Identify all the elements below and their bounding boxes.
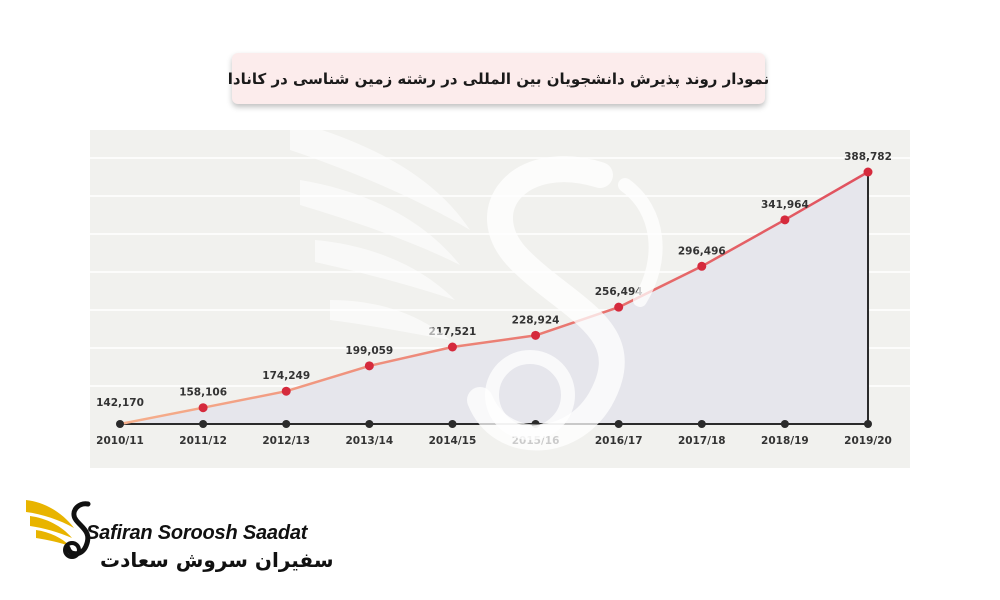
data-point — [863, 167, 873, 177]
data-label: 142,170 — [96, 397, 144, 409]
x-tick-label: 2014/15 — [429, 435, 477, 447]
x-tick-label: 2017/18 — [678, 435, 726, 447]
data-label: 388,782 — [844, 151, 892, 163]
x-tick-marker — [531, 420, 540, 428]
x-tick-marker — [365, 420, 374, 428]
x-tick-marker — [780, 420, 789, 428]
x-tick-label: 2013/14 — [345, 435, 393, 447]
x-tick-label: 2011/12 — [179, 435, 227, 447]
data-label: 341,964 — [761, 199, 809, 211]
x-tick-marker — [282, 420, 291, 428]
x-tick-label: 2015/16 — [512, 435, 560, 447]
chart-panel: 2010/11 2011/12 2012/13 2013/14 2014/15 2015/… — [90, 130, 910, 468]
data-label: 217,521 — [429, 326, 477, 338]
chart-title-box: نمودار روند پذیرش دانشجویان بین المللی د… — [228, 53, 769, 104]
x-tick-label: 2012/13 — [262, 435, 310, 447]
data-label: 158,106 — [179, 387, 227, 399]
x-tick-marker — [864, 420, 872, 428]
data-label: 228,924 — [512, 314, 560, 326]
data-point — [697, 261, 707, 271]
data-point — [614, 302, 624, 312]
area-chart: 2010/11 2011/12 2012/13 2013/14 2014/15 2015/… — [90, 130, 910, 468]
data-label: 199,059 — [345, 345, 393, 357]
data-point — [281, 386, 291, 396]
data-point — [364, 361, 374, 371]
x-tick-marker — [116, 420, 124, 428]
data-point — [447, 342, 457, 352]
x-tick-marker — [697, 420, 706, 428]
chart-title: نمودار روند پذیرش دانشجویان بین المللی د… — [227, 69, 770, 88]
data-label: 174,249 — [262, 370, 310, 382]
x-tick-label: 2010/11 — [96, 435, 144, 447]
area-fill — [120, 172, 868, 424]
swan-wings-icon — [26, 500, 91, 559]
x-tick-marker — [448, 420, 457, 428]
x-tick-label: 2019/20 — [844, 435, 892, 447]
company-logo — [26, 500, 91, 559]
brand-name-en: Safiran Soroosh Saadat — [86, 522, 308, 544]
x-tick-label: 2018/19 — [761, 435, 809, 447]
data-label: 256,494 — [595, 286, 643, 298]
brand-name-fa: سفیران سروش سعادت — [100, 548, 334, 572]
x-tick-label: 2016/17 — [595, 435, 643, 447]
data-point — [198, 403, 208, 413]
x-tick-marker — [199, 420, 208, 428]
data-point — [780, 215, 790, 225]
data-label: 296,496 — [678, 245, 726, 257]
x-tick-marker — [614, 420, 623, 428]
data-point — [531, 330, 541, 340]
